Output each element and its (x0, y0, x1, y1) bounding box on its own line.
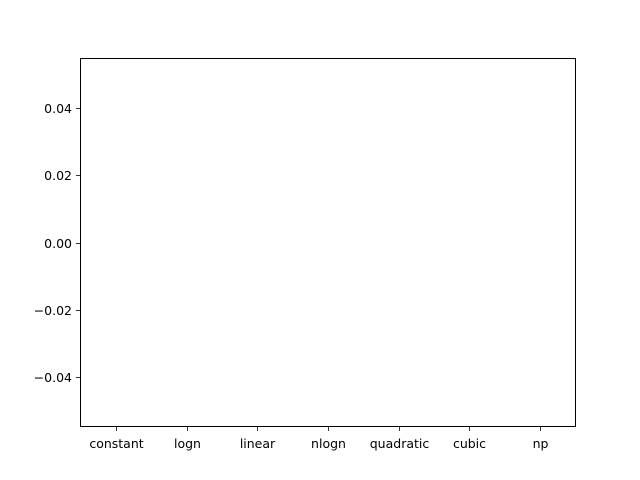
y-tick-label: −0.02 (34, 303, 72, 318)
x-tick-label: np (533, 436, 549, 451)
x-tick-label: nlogn (311, 436, 346, 451)
y-tick-label: −0.04 (34, 370, 72, 385)
x-tick-label: logn (174, 436, 201, 451)
plot-frame (80, 58, 576, 427)
y-tick-label: 0.00 (44, 236, 72, 251)
x-tick-label: linear (240, 436, 276, 451)
x-tick-label: constant (89, 436, 143, 451)
x-ticks: constant logn linear nlogn quadratic cubic np (89, 427, 548, 451)
x-tick-label: quadratic (370, 436, 430, 451)
y-tick-label: 0.04 (44, 101, 72, 116)
x-tick-label: cubic (453, 436, 486, 451)
y-ticks: 0.04 0.02 0.00 −0.02 −0.04 (34, 101, 80, 385)
y-tick-label: 0.02 (44, 168, 72, 183)
